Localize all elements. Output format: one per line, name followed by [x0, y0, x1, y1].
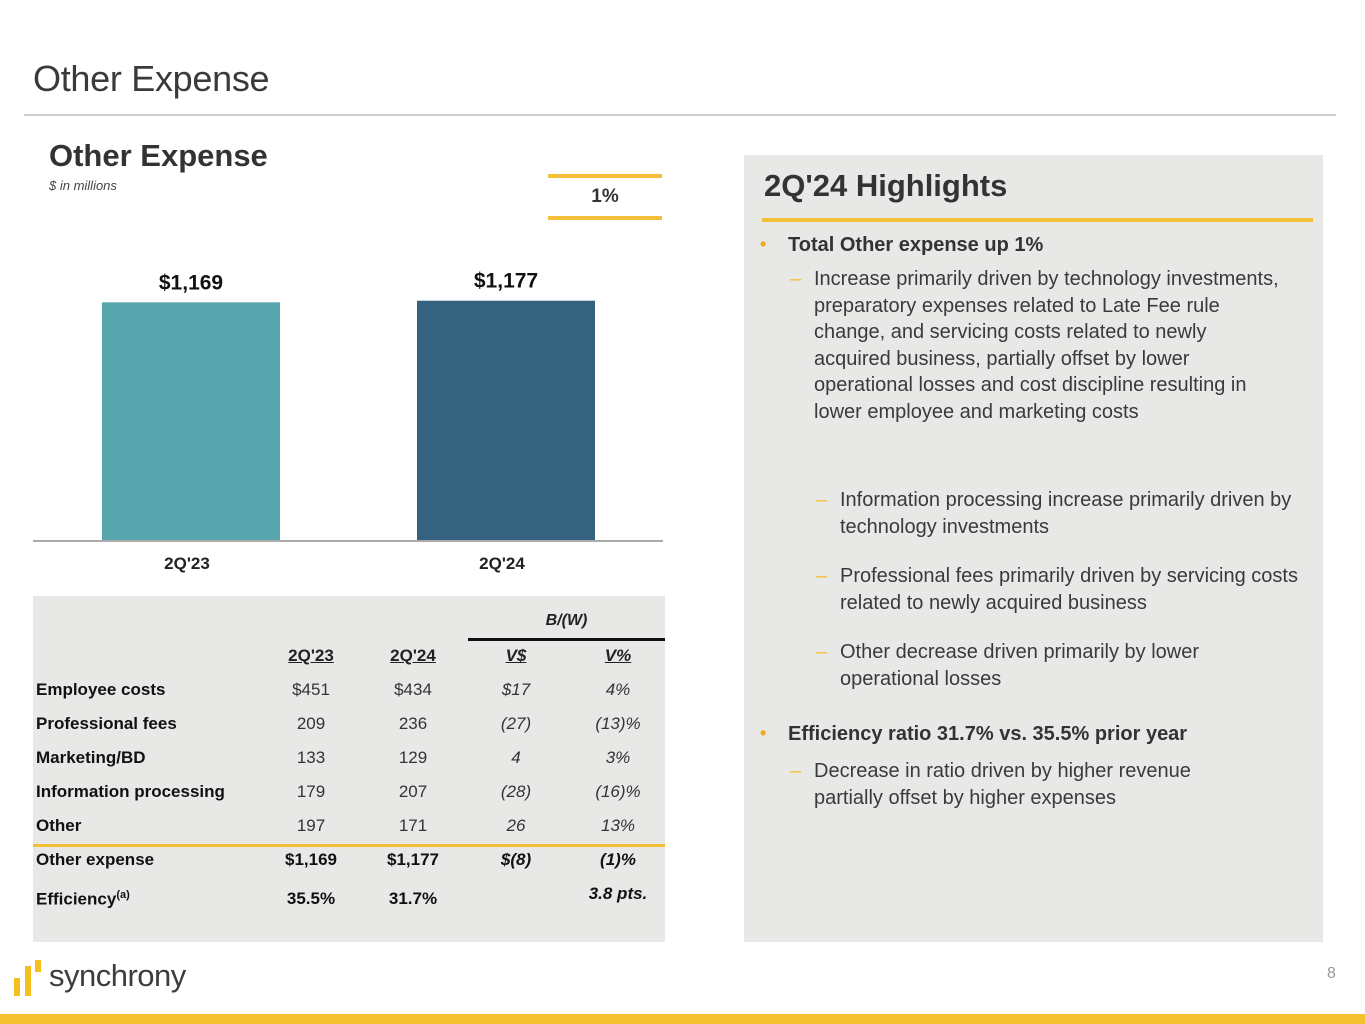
footnote-marker: (a)	[116, 889, 130, 901]
highlight-sub-bullet: – Increase primarily driven by technolog…	[790, 266, 1280, 425]
cell: (16)%	[595, 782, 641, 801]
cell: $451	[292, 680, 330, 699]
cell: 209	[296, 714, 326, 733]
cell: $1,169	[285, 850, 337, 869]
cell: (27)	[500, 714, 532, 733]
cell: $(8)	[500, 850, 532, 869]
cell: 13%	[600, 816, 636, 835]
row-label: Efficiency(a)	[36, 889, 130, 910]
row-label: Information processing	[36, 782, 225, 801]
dash-icon: –	[816, 565, 828, 587]
total-divider	[33, 844, 665, 847]
dash-icon: –	[816, 641, 828, 663]
row-label: Other expense	[36, 850, 155, 869]
cell: 26	[506, 816, 526, 835]
table-row: Other 197 171 26 13%	[36, 816, 666, 840]
cell: 4%	[605, 680, 631, 699]
cell: 35.5%	[286, 889, 336, 908]
row-label: Marketing/BD	[36, 748, 146, 767]
col-header: V%	[604, 646, 632, 665]
highlights-title: 2Q'24 Highlights	[764, 168, 1008, 203]
sub-bullet-text: Other decrease driven primarily by lower…	[840, 641, 1200, 690]
logo-text: synchrony	[49, 958, 186, 993]
highlight-sub-bullet: – Decrease in ratio driven by higher rev…	[790, 758, 1260, 811]
table-header-row: 2Q'23 2Q'24 V$ V%	[36, 646, 666, 670]
logo-mark-icon	[35, 960, 41, 972]
sub-bullet-text: Increase primarily driven by technology …	[814, 268, 1279, 423]
table-row: Information processing 179 207 (28) (16)…	[36, 782, 666, 806]
bar-value-label: $1,177	[474, 270, 538, 293]
growth-badge: 1%	[548, 174, 662, 220]
table-row: Employee costs $451 $434 $17 4%	[36, 680, 666, 704]
col-header: 2Q'23	[288, 646, 334, 665]
bullet-dot-icon: •	[760, 723, 767, 743]
sub-bullet-text: Decrease in ratio driven by higher reven…	[814, 760, 1191, 809]
bullet-text: Total Other expense up 1%	[788, 234, 1044, 256]
cell: 4	[511, 748, 521, 767]
row-label: Professional fees	[36, 714, 177, 733]
table-efficiency-row: Efficiency(a) 35.5% 31.7% 3.8 pts.	[36, 884, 666, 913]
bullet-dot-icon: •	[760, 234, 767, 254]
cell: 179	[296, 782, 326, 801]
col-header: V$	[505, 646, 527, 665]
highlights-divider	[762, 218, 1313, 222]
col-header: 2Q'24	[390, 646, 436, 665]
logo-mark-icon	[14, 978, 20, 996]
cell: $1,177	[387, 850, 439, 869]
highlight-sub-sub-bullet: – Professional fees primarily driven by …	[816, 563, 1306, 616]
chart-title: Other Expense	[49, 138, 268, 173]
cell: 31.7%	[388, 889, 438, 908]
bar-2Q23	[102, 302, 280, 541]
cell: $17	[501, 680, 531, 699]
page-title: Other Expense	[33, 58, 270, 99]
efficiency-label: Efficiency	[36, 889, 117, 909]
row-label: Other	[36, 816, 82, 835]
cell: (1)%	[600, 850, 636, 869]
cell: 133	[296, 748, 326, 767]
cell: 197	[296, 816, 326, 835]
dash-icon: –	[790, 760, 802, 782]
cell: (13)%	[595, 714, 641, 733]
bar-2Q24	[417, 300, 595, 541]
footer-bar	[0, 1014, 1365, 1024]
growth-badge-value: 1%	[591, 186, 619, 207]
table-total-row: Other expense $1,169 $1,177 $(8) (1)%	[36, 850, 666, 874]
expense-table-panel	[33, 596, 665, 942]
sub-bullet-text: Professional fees primarily driven by se…	[840, 565, 1298, 614]
logo-mark-icon	[25, 966, 31, 996]
x-tick-label: 2Q'24	[479, 554, 525, 573]
cell: 3.8 pts.	[588, 884, 648, 903]
cell: 171	[398, 816, 428, 835]
x-tick-label: 2Q'23	[164, 554, 210, 573]
table-row: Professional fees 209 236 (27) (13)%	[36, 714, 666, 738]
highlights-panel	[744, 155, 1323, 942]
sub-bullet-text: Information processing increase primaril…	[840, 489, 1292, 538]
cell: $434	[394, 680, 432, 699]
bar-value-label: $1,169	[159, 271, 223, 294]
chart-subtitle: $ in millions	[49, 178, 117, 193]
page-number: 8	[1327, 965, 1336, 982]
row-label: Employee costs	[36, 680, 166, 699]
cell: (28)	[500, 782, 532, 801]
dash-icon: –	[816, 489, 828, 511]
table-row: Marketing/BD 133 129 4 3%	[36, 748, 666, 772]
cell: 236	[398, 714, 428, 733]
cell: 3%	[605, 748, 631, 767]
bar-chart: $1,169 2Q'23 $1,177 2Q'24	[33, 270, 663, 573]
cell: 129	[398, 748, 428, 767]
dash-icon: –	[790, 268, 802, 290]
cell: 207	[398, 782, 428, 801]
highlight-sub-sub-bullet: – Information processing increase primar…	[816, 487, 1296, 540]
highlight-sub-sub-bullet: – Other decrease driven primarily by low…	[816, 639, 1276, 692]
bw-group-rule	[468, 638, 665, 641]
title-divider	[24, 114, 1336, 116]
bullet-text: Efficiency ratio 31.7% vs. 35.5% prior y…	[788, 723, 1188, 745]
bw-group-header: B/(W)	[545, 612, 588, 629]
